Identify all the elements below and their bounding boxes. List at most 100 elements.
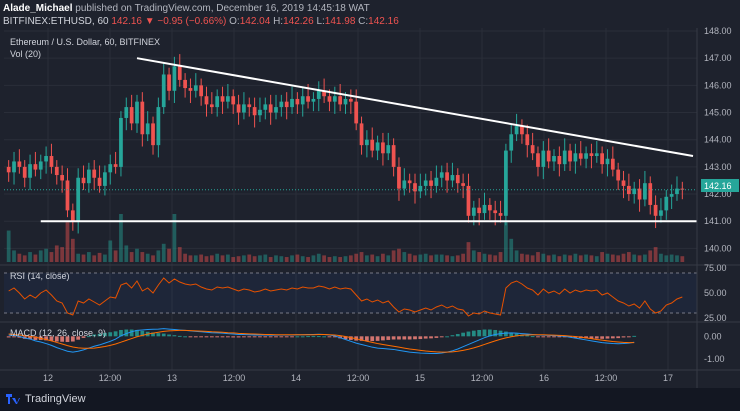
candle-body bbox=[284, 101, 289, 108]
candle-body bbox=[509, 134, 514, 151]
volume-bar bbox=[327, 257, 332, 262]
volume-bar bbox=[621, 253, 626, 262]
candle-body bbox=[546, 150, 551, 162]
macd-histogram-bar bbox=[22, 336, 27, 339]
volume-bar bbox=[562, 254, 567, 262]
price-tick-label: 141.00 bbox=[704, 216, 732, 226]
candle-body bbox=[49, 156, 54, 167]
volume-bar bbox=[135, 248, 139, 262]
author-name[interactable]: Alade_Michael bbox=[3, 3, 73, 14]
candle-body bbox=[279, 101, 284, 108]
volume-bar bbox=[605, 253, 610, 262]
signal-line bbox=[8, 329, 635, 353]
candle-body bbox=[17, 161, 22, 167]
volume-bar bbox=[546, 255, 551, 262]
volume-bar bbox=[359, 252, 364, 262]
volume-bar bbox=[300, 256, 305, 262]
macd-histogram-bar bbox=[236, 336, 241, 338]
volume-bar bbox=[113, 250, 118, 262]
volume-bar bbox=[161, 243, 166, 262]
candle-body bbox=[60, 175, 65, 181]
macd-histogram-bar bbox=[97, 333, 102, 337]
price-change: ▼ −0.95 (−0.66%) bbox=[144, 16, 227, 27]
candle-body bbox=[659, 210, 663, 216]
volume-bar bbox=[418, 254, 423, 262]
candle-body bbox=[664, 196, 669, 211]
candle-body bbox=[573, 153, 578, 162]
candle-body bbox=[482, 204, 487, 214]
candle-body bbox=[397, 166, 401, 189]
volume-bar bbox=[525, 254, 530, 262]
candle-body bbox=[632, 188, 637, 195]
candle-body bbox=[536, 153, 540, 167]
candle-body bbox=[557, 156, 562, 165]
candle-body bbox=[183, 79, 187, 89]
volume-bar bbox=[445, 255, 449, 262]
candle-body bbox=[22, 166, 27, 178]
macd-histogram-bar bbox=[113, 331, 118, 337]
price-tick-label: 140.00 bbox=[704, 243, 732, 253]
macd-histogram-bar bbox=[177, 335, 182, 337]
time-tick-label: 17 bbox=[663, 373, 673, 383]
volume-bar bbox=[343, 256, 348, 262]
volume-bar bbox=[38, 250, 43, 262]
low-label: L: bbox=[316, 16, 325, 27]
candle-body bbox=[209, 104, 214, 108]
macd-histogram-bar bbox=[407, 336, 412, 340]
candle-body bbox=[600, 153, 605, 165]
tradingview-logo[interactable]: TradingView bbox=[6, 393, 86, 405]
macd-histogram-bar bbox=[327, 336, 332, 338]
volume-bar bbox=[354, 253, 359, 262]
macd-histogram-bar bbox=[33, 336, 38, 340]
volume-bar bbox=[17, 253, 22, 262]
macd-histogram-bar bbox=[322, 336, 326, 338]
candle-body bbox=[562, 150, 567, 165]
macd-histogram-bar bbox=[450, 335, 455, 337]
candle-body bbox=[151, 123, 155, 146]
candle-body bbox=[6, 166, 11, 173]
candle-body bbox=[391, 145, 396, 167]
volume-bar bbox=[177, 247, 182, 262]
candle-body bbox=[33, 164, 38, 170]
volume-bar bbox=[348, 255, 353, 262]
volume-bar bbox=[70, 238, 75, 262]
macd-histogram-bar bbox=[311, 336, 316, 338]
descending-trendline bbox=[136, 57, 694, 157]
volume-bar bbox=[220, 255, 225, 262]
macd-histogram-bar bbox=[434, 336, 439, 338]
candle-body bbox=[370, 139, 375, 151]
macd-histogram-bar bbox=[252, 336, 257, 338]
volume-bar bbox=[530, 255, 535, 262]
volume-bar bbox=[284, 257, 289, 262]
volume-bar bbox=[129, 252, 134, 262]
candle-body bbox=[322, 90, 326, 97]
volume-bar bbox=[397, 248, 401, 262]
volume-bar bbox=[637, 255, 642, 262]
macd-histogram-bar bbox=[375, 336, 380, 341]
candle-body bbox=[177, 66, 182, 80]
candle-body bbox=[386, 145, 391, 154]
volume-bar bbox=[6, 230, 11, 262]
candle-body bbox=[231, 96, 236, 105]
macd-histogram-bar bbox=[316, 336, 321, 338]
price-tag-box bbox=[701, 179, 739, 192]
candle-body bbox=[295, 98, 300, 105]
macd-histogram-bar bbox=[215, 336, 220, 338]
time-tick-label: 12:00 bbox=[99, 373, 122, 383]
chart-canvas[interactable]: 148.00 147.00 146.00 145.00 144.00 143.00 142.… bbox=[0, 0, 740, 388]
candle-body bbox=[584, 153, 588, 159]
volume-bar bbox=[664, 255, 669, 262]
macd-histogram-bar bbox=[359, 336, 364, 341]
price-tag: 142.16 bbox=[704, 181, 732, 191]
trend-lines bbox=[4, 57, 701, 223]
candle-body bbox=[156, 107, 161, 146]
candle-body bbox=[504, 150, 508, 216]
macd-histogram-bar bbox=[140, 330, 145, 337]
candle-body bbox=[493, 210, 498, 214]
macd-histogram-bar bbox=[119, 329, 123, 337]
macd-pane bbox=[6, 328, 637, 355]
candle-body bbox=[365, 139, 369, 146]
candle-body bbox=[439, 172, 444, 178]
volume-bar bbox=[33, 254, 38, 262]
